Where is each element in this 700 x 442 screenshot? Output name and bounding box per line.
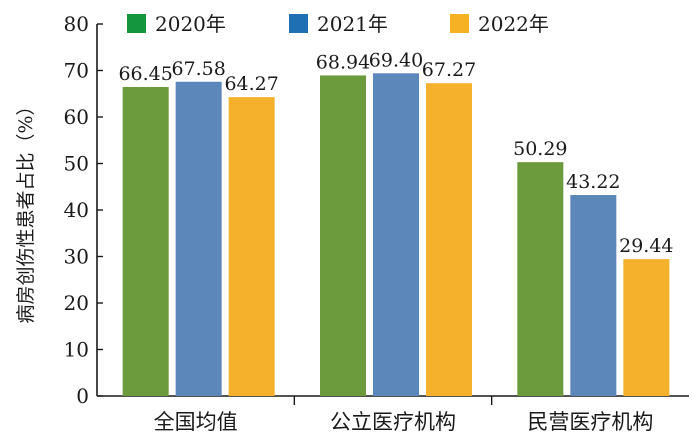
bar <box>426 83 472 396</box>
y-tick-label: 20 <box>64 291 89 315</box>
data-label: 29.44 <box>619 235 673 257</box>
bar <box>320 75 366 396</box>
bar <box>570 195 617 396</box>
bar <box>623 259 670 396</box>
legend-swatch <box>450 14 469 33</box>
data-label: 67.27 <box>422 59 476 81</box>
data-label: 68.94 <box>316 51 370 73</box>
y-axis-title: 病房创伤性患者占比（%） <box>15 96 37 323</box>
x-category-label: 全国均值 <box>154 410 238 434</box>
legend-label: 2020年 <box>155 12 226 36</box>
bar <box>228 97 275 396</box>
y-tick-label: 0 <box>76 384 89 408</box>
y-tick-label: 70 <box>64 59 89 83</box>
data-label: 69.40 <box>369 49 423 71</box>
y-tick-label: 10 <box>64 338 89 362</box>
legend-swatch <box>127 14 146 33</box>
x-category-label: 民营医疗机构 <box>527 410 653 434</box>
bar <box>122 87 169 396</box>
data-label: 50.29 <box>513 138 567 160</box>
data-label: 67.58 <box>171 58 225 80</box>
chart-axes: 0 10 20 30 40 50 60 70 80 全国均值 公立医疗机构 民营医疗机构 <box>64 12 689 434</box>
chart-legend: 2020年 2021年 2022年 <box>127 12 549 36</box>
y-tick-label: 80 <box>64 12 89 36</box>
data-label: 66.45 <box>118 63 172 85</box>
legend-label: 2022年 <box>478 12 549 36</box>
data-label: 64.27 <box>224 73 278 95</box>
y-tick-label: 50 <box>64 152 89 176</box>
y-tick-label: 60 <box>64 105 89 129</box>
bar <box>373 73 419 396</box>
data-label: 43.22 <box>566 171 620 193</box>
y-tick-label: 30 <box>64 245 89 269</box>
y-tick-label: 40 <box>64 198 89 222</box>
bar <box>517 162 564 396</box>
bar <box>175 81 222 397</box>
x-category-label: 公立医疗机构 <box>330 410 456 434</box>
legend-swatch <box>289 14 308 33</box>
legend-label: 2021年 <box>317 12 388 36</box>
